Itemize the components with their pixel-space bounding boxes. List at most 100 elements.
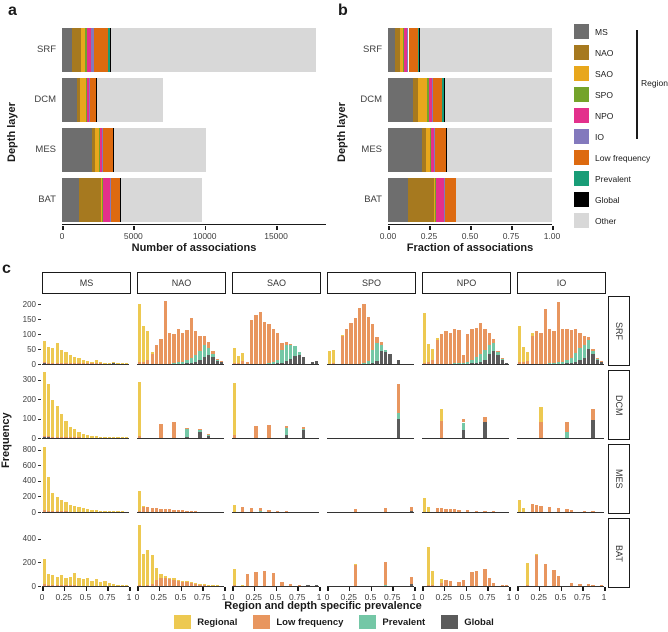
hist-bar-regional (64, 352, 68, 363)
hist-bar-low-frequency (245, 362, 249, 364)
x-tick-mark (470, 225, 472, 230)
hist-bar-regional (426, 547, 431, 586)
bar-segment-prevalent (442, 78, 444, 122)
hist-bar-regional (46, 346, 51, 363)
x-tick-label: 0.75 (98, 592, 116, 602)
x-tick-label: 5000 (123, 231, 143, 241)
bar-segment-low-frequency (445, 178, 456, 222)
legend-label: Low frequency (276, 616, 344, 628)
hist-bar-regional (435, 337, 439, 340)
hist-bar-low-frequency (258, 508, 262, 512)
hist-bar-low-frequency (565, 422, 569, 433)
y-tick-label: 800 (22, 445, 36, 455)
hist-bar-low-frequency (466, 510, 470, 512)
hist-bar-prevalent (297, 352, 302, 355)
hist-bar-low-frequency (51, 585, 55, 586)
legend-label: NPO (595, 111, 614, 121)
hist-bar-regional (439, 579, 444, 584)
hist-bar-regional (55, 497, 59, 512)
legend-swatch (174, 615, 192, 629)
hist-bar-prevalent (565, 432, 569, 438)
hist-bar-low-frequency (262, 570, 267, 586)
hist-bar-regional (185, 581, 189, 582)
hist-bar-low-frequency (258, 311, 262, 364)
legend-item-other: Other (574, 211, 666, 232)
hist-bar-low-frequency (181, 581, 185, 586)
hist-bar-prevalent (578, 347, 582, 360)
legend-item-nao: NAO (574, 43, 666, 64)
bar-segment-nao (422, 128, 426, 172)
y-tick-mark (38, 364, 41, 365)
hist-bar-regional (51, 399, 55, 437)
hist-bar-low-frequency (232, 585, 236, 586)
hist-bar-low-frequency (302, 426, 306, 429)
hist-bar-global (479, 361, 483, 364)
hist-bar-regional (51, 575, 55, 586)
hist-bar-low-frequency (344, 328, 349, 364)
hist-bar-low-frequency (591, 584, 595, 586)
x-tick-mark (253, 587, 256, 591)
hist-bar-global (500, 359, 505, 364)
hist-bar-low-frequency (340, 336, 344, 364)
bar-segment-ms (62, 178, 79, 222)
legend-swatch (574, 150, 589, 165)
hist-bar-regional (232, 504, 236, 512)
bar-segment-sao (81, 28, 85, 72)
hist-bar-regional (64, 502, 68, 512)
hist-bar-regional (42, 372, 46, 437)
x-tick-mark (538, 587, 541, 591)
hist-bar-regional (112, 437, 116, 438)
y-tick-mark (38, 562, 41, 564)
hist-bar-low-frequency (587, 337, 591, 340)
x-tick-mark (85, 587, 87, 591)
x-tick-label: 1 (316, 592, 322, 602)
hist-bar-low-frequency (254, 572, 258, 586)
x-tick-mark (348, 587, 351, 591)
hist-bar-low-frequency (362, 304, 366, 363)
hist-bar-global (289, 358, 293, 364)
hist-bar-regional (236, 355, 241, 363)
hist-bar-regional (116, 437, 120, 438)
bar-segment-ms (62, 128, 93, 172)
hist-bar-regional (94, 510, 98, 512)
x-tick-mark (429, 225, 431, 230)
hist-bar-low-frequency (276, 510, 280, 512)
hist-cell-srf-npo (422, 296, 509, 365)
hist-bar-regional (77, 578, 81, 586)
hist-bar-low-frequency (375, 337, 379, 343)
x-tick-label: 0.5 (459, 592, 472, 602)
hist-bar-low-frequency (280, 343, 284, 350)
hist-bar-low-frequency (452, 328, 457, 364)
x-tick-label: 15000 (264, 231, 288, 241)
hist-cell-bat-io (517, 518, 604, 587)
hist-bar-prevalent (582, 344, 587, 358)
legend-swatch (574, 171, 589, 186)
hist-bar-regional (46, 573, 51, 585)
legend-swatch (253, 615, 271, 629)
hist-bar-low-frequency (185, 582, 189, 586)
bar-segment-sao (433, 178, 436, 222)
hist-bar-low-frequency (207, 433, 211, 435)
hist-bar-prevalent (267, 362, 271, 364)
hist-bar-low-frequency (159, 339, 163, 364)
bar-segment-other (113, 128, 207, 172)
legend-label: Other (595, 216, 617, 226)
x-tick-label: 0.25 (150, 592, 168, 602)
hist-cell-mes-sao (232, 444, 319, 513)
hist-bar-prevalent (479, 354, 483, 362)
hist-bar-prevalent (552, 362, 556, 364)
hist-bar-prevalent (371, 350, 375, 363)
hist-bar-low-frequency (198, 336, 202, 352)
column-strip-ms: MS (42, 272, 131, 294)
legend-item-low-frequency: Low frequency (253, 615, 343, 629)
row-strip-dcm: DCM (608, 370, 630, 440)
x-tick-mark (443, 587, 446, 591)
x-tick-label: 0 (324, 592, 330, 602)
hist-cell-dcm-io (517, 370, 604, 439)
hist-bar-low-frequency (448, 580, 452, 586)
hist-bar-low-frequency (42, 510, 46, 512)
hist-cell-bat-npo (422, 518, 509, 587)
bar-segment-sao (417, 78, 428, 122)
hist-bar-global (59, 363, 64, 364)
x-tick-label: 1 (126, 592, 132, 602)
